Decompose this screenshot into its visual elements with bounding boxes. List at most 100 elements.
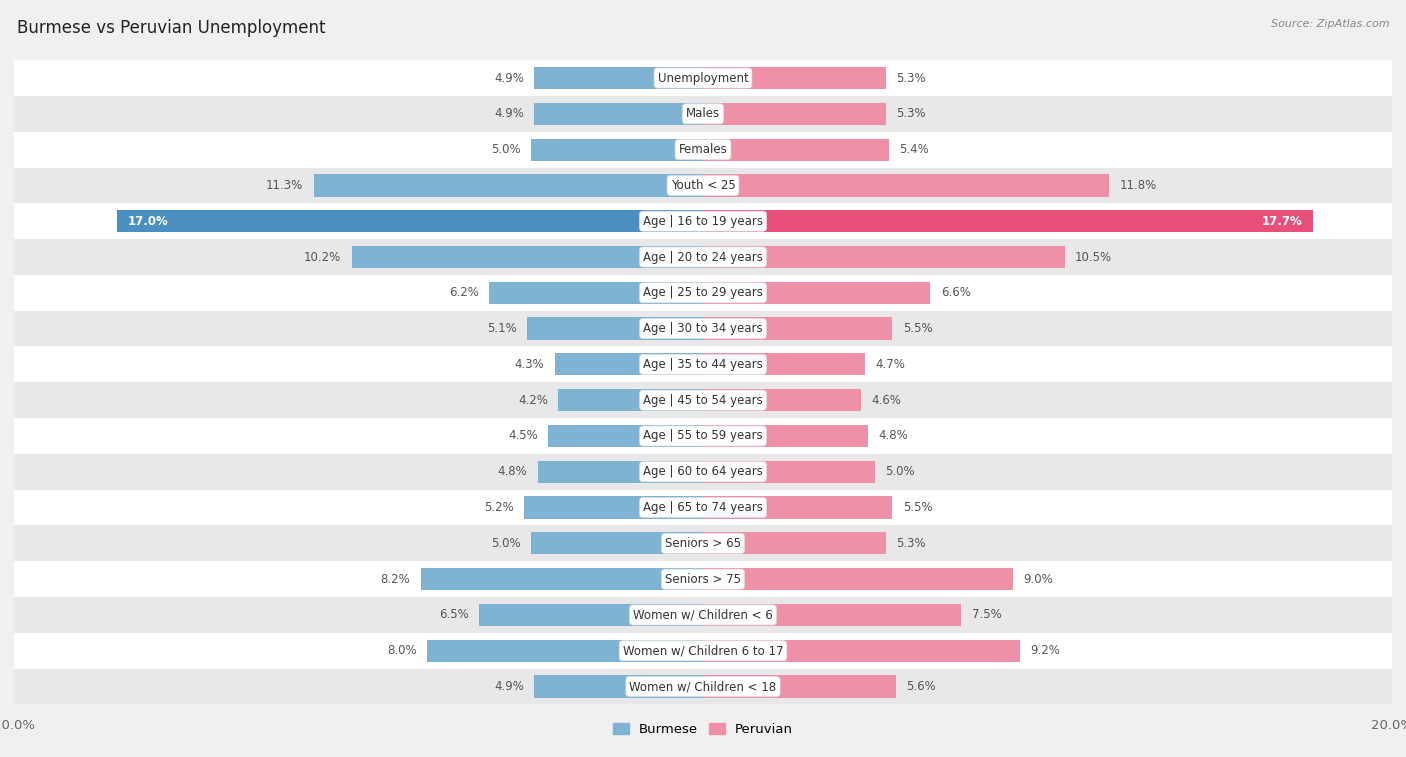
Text: 6.6%: 6.6% [941, 286, 970, 299]
Text: 9.2%: 9.2% [1031, 644, 1060, 657]
Bar [703, 532, 886, 554]
Text: 5.3%: 5.3% [896, 537, 925, 550]
Bar [703, 282, 931, 304]
Bar [703, 675, 896, 698]
Bar [14, 525, 1392, 561]
Bar [537, 461, 703, 483]
Bar [534, 103, 703, 125]
Text: Age | 25 to 29 years: Age | 25 to 29 years [643, 286, 763, 299]
Text: 5.3%: 5.3% [896, 107, 925, 120]
Bar [14, 347, 1392, 382]
Text: 4.9%: 4.9% [494, 72, 524, 85]
Text: Seniors > 65: Seniors > 65 [665, 537, 741, 550]
Legend: Burmese, Peruvian: Burmese, Peruvian [607, 718, 799, 741]
Text: Age | 60 to 64 years: Age | 60 to 64 years [643, 466, 763, 478]
Bar [14, 418, 1392, 454]
Bar [524, 497, 703, 519]
Bar [703, 246, 1064, 268]
Text: 6.5%: 6.5% [439, 609, 468, 621]
Bar [14, 561, 1392, 597]
Bar [14, 132, 1392, 167]
Text: 4.9%: 4.9% [494, 107, 524, 120]
Text: 10.2%: 10.2% [304, 251, 342, 263]
Text: 4.8%: 4.8% [879, 429, 908, 443]
Bar [427, 640, 703, 662]
Text: 4.6%: 4.6% [872, 394, 901, 407]
Text: 5.0%: 5.0% [491, 537, 520, 550]
Text: Youth < 25: Youth < 25 [671, 179, 735, 192]
Bar [489, 282, 703, 304]
Bar [555, 354, 703, 375]
Text: 17.7%: 17.7% [1261, 215, 1302, 228]
Bar [703, 461, 875, 483]
Bar [14, 60, 1392, 96]
Text: Unemployment: Unemployment [658, 72, 748, 85]
Bar [534, 67, 703, 89]
Bar [14, 96, 1392, 132]
Bar [548, 425, 703, 447]
Bar [352, 246, 703, 268]
Bar [14, 454, 1392, 490]
Bar [534, 675, 703, 698]
Bar [703, 210, 1313, 232]
Text: 5.5%: 5.5% [903, 322, 932, 335]
Bar [703, 67, 886, 89]
Bar [558, 389, 703, 411]
Text: Age | 45 to 54 years: Age | 45 to 54 years [643, 394, 763, 407]
Text: 5.5%: 5.5% [903, 501, 932, 514]
Text: 5.4%: 5.4% [900, 143, 929, 156]
Text: Age | 20 to 24 years: Age | 20 to 24 years [643, 251, 763, 263]
Text: 6.2%: 6.2% [450, 286, 479, 299]
Text: 5.0%: 5.0% [886, 466, 915, 478]
Bar [703, 640, 1019, 662]
Bar [703, 317, 893, 340]
Text: Women w/ Children 6 to 17: Women w/ Children 6 to 17 [623, 644, 783, 657]
Text: Burmese vs Peruvian Unemployment: Burmese vs Peruvian Unemployment [17, 19, 325, 37]
Text: 5.2%: 5.2% [484, 501, 513, 514]
Bar [531, 532, 703, 554]
Bar [14, 490, 1392, 525]
Text: 5.1%: 5.1% [488, 322, 517, 335]
Text: 7.5%: 7.5% [972, 609, 1001, 621]
Text: 5.6%: 5.6% [907, 680, 936, 693]
Bar [703, 425, 869, 447]
Bar [14, 204, 1392, 239]
Text: 9.0%: 9.0% [1024, 572, 1053, 586]
Bar [703, 389, 862, 411]
Text: Age | 30 to 34 years: Age | 30 to 34 years [643, 322, 763, 335]
Text: Women w/ Children < 6: Women w/ Children < 6 [633, 609, 773, 621]
Bar [703, 139, 889, 160]
Bar [420, 568, 703, 590]
Bar [314, 174, 703, 197]
Bar [14, 239, 1392, 275]
Bar [14, 167, 1392, 204]
Bar [14, 382, 1392, 418]
Bar [14, 597, 1392, 633]
Text: 4.7%: 4.7% [875, 358, 905, 371]
Bar [14, 668, 1392, 705]
Bar [703, 354, 865, 375]
Bar [14, 310, 1392, 347]
Text: Women w/ Children < 18: Women w/ Children < 18 [630, 680, 776, 693]
Text: Age | 65 to 74 years: Age | 65 to 74 years [643, 501, 763, 514]
Text: 4.8%: 4.8% [498, 466, 527, 478]
Text: 10.5%: 10.5% [1076, 251, 1112, 263]
Bar [703, 497, 893, 519]
Bar [703, 174, 1109, 197]
Bar [14, 633, 1392, 668]
Bar [527, 317, 703, 340]
Bar [479, 604, 703, 626]
Text: 5.0%: 5.0% [491, 143, 520, 156]
Text: Males: Males [686, 107, 720, 120]
Text: Age | 55 to 59 years: Age | 55 to 59 years [643, 429, 763, 443]
Text: Females: Females [679, 143, 727, 156]
Bar [703, 568, 1012, 590]
Text: Age | 16 to 19 years: Age | 16 to 19 years [643, 215, 763, 228]
Bar [703, 604, 962, 626]
Text: 4.9%: 4.9% [494, 680, 524, 693]
Text: 5.3%: 5.3% [896, 72, 925, 85]
Bar [117, 210, 703, 232]
Text: 4.3%: 4.3% [515, 358, 544, 371]
Text: Age | 35 to 44 years: Age | 35 to 44 years [643, 358, 763, 371]
Text: 11.3%: 11.3% [266, 179, 304, 192]
